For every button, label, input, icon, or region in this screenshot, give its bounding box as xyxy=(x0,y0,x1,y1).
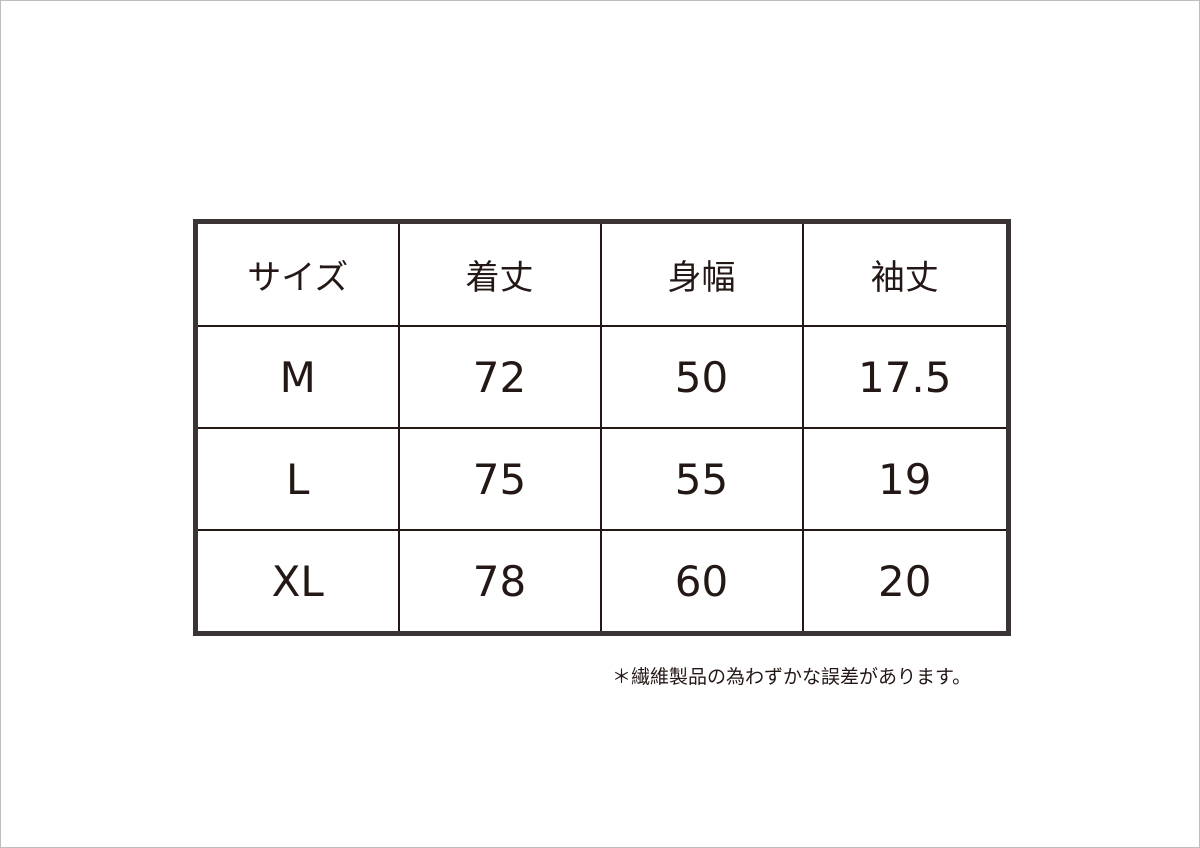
size-table: サイズ 着丈 身幅 袖丈 M 72 50 17.5 L 75 55 19 XL … xyxy=(193,219,1011,636)
table-header-row: サイズ 着丈 身幅 袖丈 xyxy=(194,220,1010,327)
cell-sleeve: 20 xyxy=(801,529,1010,635)
header-sleeve: 袖丈 xyxy=(801,220,1010,327)
cell-length: 75 xyxy=(397,427,602,531)
tolerance-note: ＊繊維製品の為わずかな誤差があります。 xyxy=(612,666,972,688)
table-row: XL 78 60 20 xyxy=(194,529,1010,635)
cell-sleeve: 17.5 xyxy=(801,325,1010,429)
header-size: サイズ xyxy=(194,220,400,327)
cell-width: 60 xyxy=(599,529,804,635)
cell-width: 55 xyxy=(599,427,804,531)
cell-length: 78 xyxy=(397,529,602,635)
cell-width: 50 xyxy=(599,325,804,429)
cell-length: 72 xyxy=(397,325,602,429)
header-width: 身幅 xyxy=(599,220,804,327)
table-row: M 72 50 17.5 xyxy=(194,325,1010,429)
table-row: L 75 55 19 xyxy=(194,427,1010,531)
cell-size: M xyxy=(194,325,400,429)
header-length: 着丈 xyxy=(397,220,602,327)
cell-size: XL xyxy=(194,529,400,635)
cell-size: L xyxy=(194,427,400,531)
cell-sleeve: 19 xyxy=(801,427,1010,531)
